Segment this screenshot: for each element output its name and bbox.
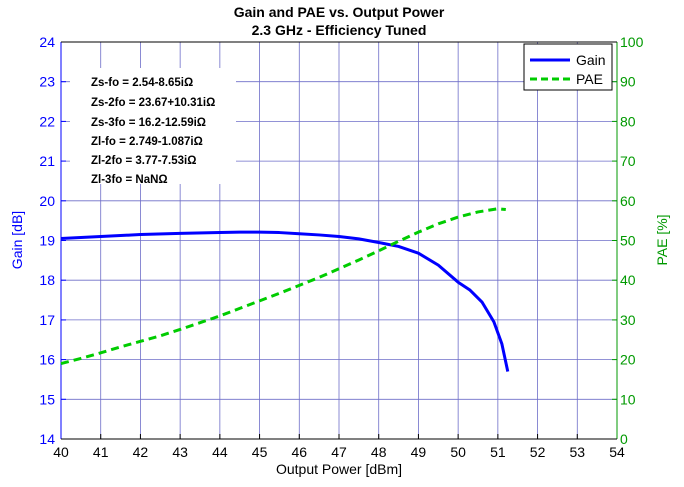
legend: Gain PAE xyxy=(523,43,613,91)
y-right-tick-label: 10 xyxy=(620,391,636,407)
annotation-zs-2fo: Zs-2fo = 23.67+10.31iΩ xyxy=(91,97,215,109)
chart-title: Gain and PAE vs. Output Power xyxy=(234,4,445,20)
y-left-tick-label: 24 xyxy=(39,34,55,50)
annotation-zl-3fo: Zl-3fo = NaNΩ xyxy=(91,174,168,186)
y-left-tick-label: 22 xyxy=(39,113,55,129)
annotation-zl-fo: Zl-fo = 2.749-1.087iΩ xyxy=(91,136,203,148)
x-tick-label: 42 xyxy=(133,444,149,460)
series-line-gain xyxy=(60,230,510,372)
series-group xyxy=(60,207,510,372)
y-right-tick-label: 20 xyxy=(620,352,636,368)
series-line-pae xyxy=(60,207,506,366)
y-left-tick-label: 17 xyxy=(39,312,55,328)
y-right-tick-label: 60 xyxy=(620,193,636,209)
x-tick-label: 52 xyxy=(530,444,546,460)
x-axis-ticks: 40 41 42 43 44 45 46 47 48 49 50 51 52 53 54 xyxy=(53,434,625,460)
x-tick-label: 45 xyxy=(252,444,268,460)
legend-pae-label: PAE xyxy=(576,71,603,87)
chart-subtitle: 2.3 GHz - Efficiency Tuned xyxy=(252,22,427,38)
y-left-tick-label: 18 xyxy=(39,272,55,288)
y-left-tick-label: 23 xyxy=(39,74,55,90)
x-tick-label: 43 xyxy=(172,444,188,460)
legend-box xyxy=(523,43,613,91)
x-tick-label: 49 xyxy=(411,444,427,460)
x-tick-label: 48 xyxy=(371,444,387,460)
legend-gain-label: Gain xyxy=(576,52,606,68)
annotation-zl-2fo: Zl-2fo = 3.77-7.53iΩ xyxy=(91,155,196,167)
x-tick-label: 46 xyxy=(291,444,307,460)
y-left-tick-label: 20 xyxy=(39,193,55,209)
y-right-tick-label: 40 xyxy=(620,272,636,288)
x-tick-label: 47 xyxy=(331,444,347,460)
x-tick-label: 41 xyxy=(93,444,109,460)
y-left-tick-label: 19 xyxy=(39,233,55,249)
y-right-tick-label: 30 xyxy=(620,312,636,328)
x-tick-label: 51 xyxy=(490,444,506,460)
y-right-tick-label: 0 xyxy=(620,431,628,447)
y-right-tick-label: 80 xyxy=(620,113,636,129)
y-right-tick-label: 70 xyxy=(620,153,636,169)
x-tick-label: 54 xyxy=(609,444,625,460)
y-left-tick-label: 16 xyxy=(39,352,55,368)
annotation-zs-3fo: Zs-3fo = 16.2-12.59iΩ xyxy=(91,117,206,129)
y-right-tick-label: 100 xyxy=(620,34,644,50)
y-left-tick-label: 14 xyxy=(39,431,55,447)
y-right-tick-label: 90 xyxy=(620,74,636,90)
grid xyxy=(61,42,617,439)
x-tick-label: 53 xyxy=(569,444,585,460)
x-axis-label: Output Power [dBm] xyxy=(276,461,402,477)
y-left-tick-label: 15 xyxy=(39,391,55,407)
y-left-tick-label: 21 xyxy=(39,153,55,169)
y-right-tick-label: 50 xyxy=(620,233,636,249)
x-tick-label: 40 xyxy=(53,444,69,460)
annotation-box xyxy=(70,68,236,184)
x-tick-label: 44 xyxy=(212,444,228,460)
y-left-axis-label: Gain [dB] xyxy=(9,211,25,269)
x-tick-label: 50 xyxy=(450,444,466,460)
annotation-zs-fo: Zs-fo = 2.54-8.65iΩ xyxy=(91,77,193,89)
y-right-axis-label: PAE [%] xyxy=(654,214,670,265)
y-left-axis-ticks: 14 15 16 17 18 19 20 21 22 23 24 xyxy=(39,34,66,447)
